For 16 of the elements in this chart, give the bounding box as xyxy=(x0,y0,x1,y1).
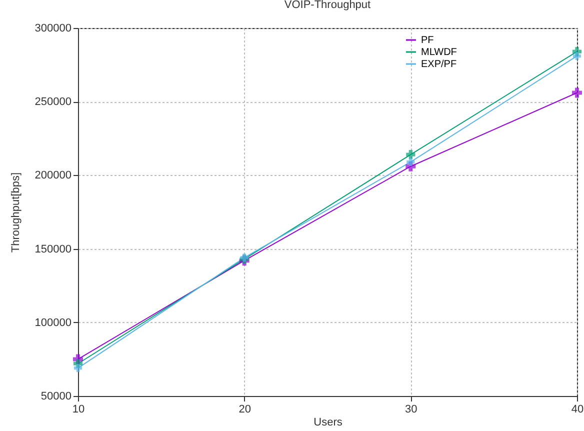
x-tick-label: 10 xyxy=(72,404,85,416)
y-tick-label: 300000 xyxy=(34,22,72,34)
x-axis-title: Users xyxy=(314,416,343,428)
y-tick-label: 50000 xyxy=(40,390,72,402)
y-tick-label: 250000 xyxy=(34,96,72,108)
legend-label: PF xyxy=(421,35,434,46)
x-tick-label: 20 xyxy=(238,404,251,416)
x-tick-label: 30 xyxy=(405,404,418,416)
x-tick-label: 40 xyxy=(571,404,584,416)
y-tick-label: 150000 xyxy=(34,243,72,256)
legend-label: EXP/PF xyxy=(421,59,457,70)
y-tick-label: 200000 xyxy=(34,170,72,182)
y-tick-label: 100000 xyxy=(34,316,72,329)
chart-title: VOIP-Throughput xyxy=(284,0,371,11)
legend-label: MLWDF xyxy=(421,47,457,58)
y-axis-title: Throughput[bps] xyxy=(10,172,22,253)
